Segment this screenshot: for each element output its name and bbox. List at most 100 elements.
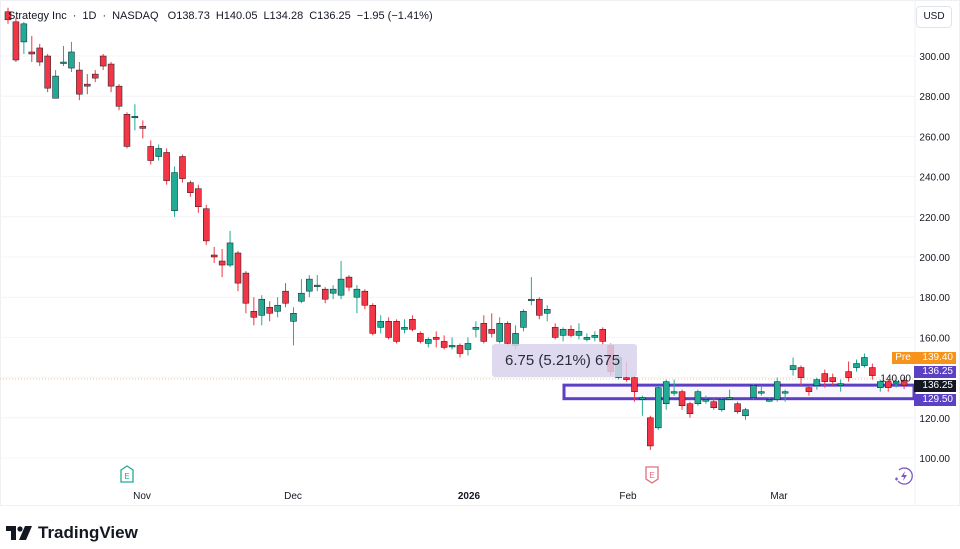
candle-body	[321, 288, 329, 300]
dividend-lightning-icon[interactable]	[895, 467, 913, 485]
candle-body	[274, 304, 281, 312]
candle	[107, 62, 115, 93]
tradingview-logo[interactable]: TradingView	[6, 523, 138, 543]
candle	[68, 41, 75, 73]
candle-body	[28, 51, 36, 55]
earnings-icon-nov[interactable]: E	[120, 465, 134, 483]
symbol-name[interactable]: Strategy Inc	[8, 10, 67, 22]
candle	[884, 379, 892, 392]
candle-body	[797, 367, 805, 378]
candle-body	[60, 61, 67, 64]
candle	[781, 389, 789, 402]
y-tick-label: 280.00	[919, 92, 950, 103]
candle	[393, 319, 400, 344]
candle-body	[488, 329, 495, 334]
candle	[734, 401, 741, 414]
candle	[496, 317, 503, 344]
close-value: C136.25	[309, 10, 351, 22]
currency-button[interactable]: USD	[916, 6, 952, 28]
candle-body	[543, 309, 551, 314]
open-value: O138.73	[167, 10, 210, 22]
candle-body	[84, 83, 91, 87]
candle-body	[107, 63, 115, 87]
candle	[662, 379, 670, 410]
candle	[520, 309, 527, 332]
y-tick-label: 220.00	[919, 213, 950, 224]
candle	[409, 315, 416, 332]
candle-body	[282, 290, 289, 304]
candle-body	[52, 75, 59, 99]
candle	[877, 379, 884, 392]
candle	[44, 53, 51, 93]
interval[interactable]: 1D	[82, 10, 97, 22]
candle	[306, 275, 313, 298]
candle	[187, 180, 194, 197]
candle-body	[884, 381, 892, 388]
candle	[639, 395, 646, 416]
high-value: H140.05	[215, 10, 258, 22]
candle	[472, 321, 480, 338]
candle	[115, 84, 123, 111]
candle	[702, 395, 710, 404]
candle-body	[758, 391, 765, 394]
range-top-price-tag: 136.25	[914, 366, 956, 378]
candle-body	[147, 146, 154, 161]
x-tick-label: Nov	[133, 491, 151, 502]
candle	[282, 283, 289, 308]
candle-body	[234, 252, 242, 284]
candle-body	[226, 242, 234, 266]
candle	[36, 43, 43, 67]
candle	[337, 261, 345, 300]
y-tick-label: 180.00	[919, 293, 950, 304]
candle-body	[20, 23, 28, 43]
candle-body	[306, 278, 313, 292]
candle-body	[599, 329, 606, 342]
candle-body	[472, 327, 480, 330]
candle	[892, 379, 900, 388]
earnings-icon-feb[interactable]: E	[645, 466, 659, 484]
candle	[139, 120, 147, 139]
candle	[528, 277, 535, 306]
candle-body	[337, 278, 345, 296]
candle	[631, 375, 638, 402]
candle-body	[813, 379, 821, 386]
candle-body	[789, 365, 797, 370]
low-value: L134.28	[263, 10, 304, 22]
brand-name: TradingView	[38, 523, 138, 542]
candle	[99, 53, 107, 71]
candle	[448, 337, 456, 350]
price-range-rectangle[interactable]	[562, 383, 916, 401]
candle-body	[567, 329, 575, 336]
candle-body	[456, 345, 464, 354]
candle-body	[377, 321, 384, 328]
candle-body	[781, 391, 789, 394]
candle	[837, 379, 844, 392]
candle	[773, 377, 781, 402]
candle	[504, 321, 511, 346]
candle-body	[203, 208, 210, 242]
candle	[647, 415, 654, 450]
candle	[821, 369, 829, 388]
ohlc-legend: Strategy Inc · 1D · NASDAQ O138.73 H140.05 L13…	[8, 10, 433, 22]
svg-text:E: E	[649, 471, 654, 480]
candle	[536, 297, 543, 320]
candle-body	[393, 321, 400, 342]
candle-body	[250, 311, 258, 318]
candle	[234, 250, 242, 292]
candle-body	[536, 298, 543, 316]
candle-body	[171, 172, 178, 212]
candle	[425, 337, 432, 348]
candle-body	[623, 377, 630, 380]
candle-body	[773, 381, 781, 400]
candle	[314, 275, 321, 292]
candle-body	[68, 51, 75, 69]
candle-body	[742, 409, 749, 417]
candle	[385, 317, 392, 340]
candle-body	[345, 276, 353, 288]
candle-body	[877, 381, 884, 388]
candle	[845, 361, 852, 382]
chart-frame	[0, 0, 960, 506]
candle	[28, 35, 36, 63]
candle-body	[4, 11, 12, 21]
